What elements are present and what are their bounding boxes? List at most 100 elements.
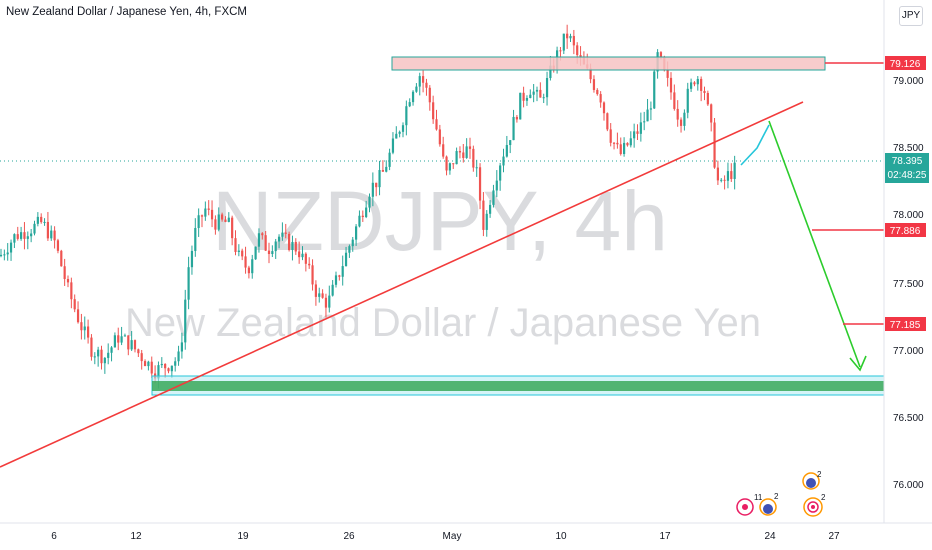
candle-body (207, 208, 210, 210)
candle-body (566, 33, 569, 39)
candle-body (559, 50, 562, 52)
candle-body (465, 146, 468, 158)
candle-body (227, 217, 230, 222)
price-tick: 77.000 (893, 346, 924, 357)
candle-body (596, 89, 599, 95)
candle-body (93, 356, 96, 358)
candle-body (716, 167, 719, 181)
candle-body (3, 254, 6, 256)
candle-body (234, 238, 237, 252)
candle-body (298, 251, 301, 258)
candle-body (140, 353, 143, 362)
candle-body (609, 129, 612, 143)
time-axis[interactable]: 6 12 19 26 May 10 17 24 27 (51, 531, 840, 542)
candle-body (113, 335, 116, 348)
level-label-2: 77.886 (890, 226, 921, 237)
support-zone[interactable] (152, 381, 884, 391)
candle-body (103, 357, 106, 364)
candle-body (117, 335, 120, 343)
candle-body (371, 182, 374, 197)
time-tick: 19 (237, 531, 249, 542)
last-price-label: 78.395 (892, 156, 923, 167)
candle-body (251, 259, 254, 274)
candle-body (127, 335, 130, 350)
candle-body (274, 241, 277, 252)
projection-arrow[interactable] (768, 120, 861, 368)
candle-body (535, 89, 539, 92)
candle-body (66, 279, 70, 283)
candle-body (730, 171, 733, 179)
candle-body (87, 326, 90, 338)
candle-body (177, 351, 180, 362)
candle-body (30, 233, 33, 237)
svg-text:11: 11 (754, 493, 763, 502)
candle-body (428, 87, 431, 103)
candle-body (184, 299, 187, 343)
candle-body (187, 267, 190, 300)
candle-body (60, 250, 63, 267)
time-tick: 27 (828, 531, 840, 542)
candle-body (408, 102, 411, 107)
candle-body (204, 208, 207, 217)
currency-button[interactable]: JPY (899, 6, 923, 26)
candle-body (267, 250, 271, 255)
trendline[interactable] (0, 101, 804, 468)
candle-body (458, 151, 462, 153)
candle-body (472, 148, 475, 168)
candle-body (726, 171, 730, 181)
candle-body (76, 309, 80, 323)
candle-body (623, 142, 626, 155)
candle-body (56, 240, 60, 251)
event-badge-3[interactable]: 2 (802, 470, 822, 490)
candle-body (301, 253, 304, 258)
resistance-zone[interactable] (391, 56, 826, 71)
candle-body (482, 200, 485, 230)
candle-body (73, 299, 76, 310)
candle-body (445, 156, 448, 171)
candle-body (545, 78, 549, 98)
event-badge-2[interactable]: 2 (759, 492, 779, 516)
rebound-line[interactable] (740, 124, 770, 166)
candle-body (194, 228, 197, 251)
event-badge-1[interactable]: 11 (736, 493, 763, 516)
candle-body (123, 335, 127, 337)
time-tick: 10 (555, 531, 567, 542)
candle-body (284, 232, 287, 234)
candle-body (710, 104, 713, 123)
candle-body (442, 144, 445, 157)
candle-body (592, 79, 596, 90)
candle-body (666, 70, 669, 78)
candle-body (26, 236, 29, 239)
last-price-label-bg (885, 153, 929, 183)
candle-body (569, 35, 572, 39)
candle-body (80, 322, 83, 331)
candle-body (616, 142, 619, 145)
candle-body (13, 234, 16, 243)
candle-body (696, 78, 699, 85)
candle-body (683, 112, 686, 126)
candle-body (599, 94, 602, 103)
candle-body (311, 265, 314, 285)
candle-body (358, 215, 361, 227)
candle-body (321, 293, 324, 298)
candle-body (633, 131, 636, 139)
candle-body (291, 241, 294, 251)
candle-body (418, 76, 421, 87)
candle-body (425, 82, 428, 88)
time-tick: 24 (764, 531, 776, 542)
candle-body (455, 151, 458, 165)
candle-body (288, 233, 291, 251)
price-axis[interactable]: 7 79.000 78.500 78.000 77.500 77.000 76.… (893, 8, 924, 491)
candle-body (200, 215, 204, 217)
candle-body (9, 242, 13, 253)
candle-body (97, 349, 100, 357)
candle-body (401, 125, 405, 132)
event-badge-4[interactable]: 2 (803, 493, 826, 517)
candle-body (576, 45, 579, 56)
candle-body (529, 94, 532, 98)
candle-body (411, 91, 415, 103)
candle-body (53, 230, 56, 241)
candle-body (277, 236, 281, 242)
candle-body (120, 336, 123, 343)
